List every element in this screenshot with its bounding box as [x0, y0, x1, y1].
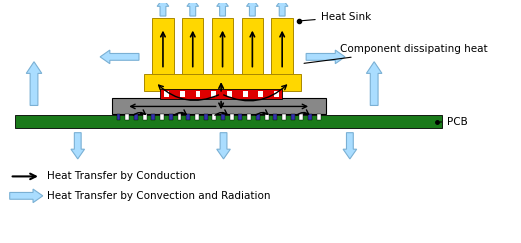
Bar: [212, 18, 233, 74]
Bar: [15, 115, 442, 128]
Text: Heat Sink: Heat Sink: [302, 12, 371, 22]
FancyArrow shape: [217, 133, 230, 159]
Bar: [117, 114, 120, 120]
Bar: [213, 114, 216, 120]
Bar: [242, 18, 263, 74]
Bar: [152, 114, 155, 120]
Bar: [112, 98, 326, 114]
Bar: [144, 74, 301, 91]
Text: Heat Transfer by Convection and Radiation: Heat Transfer by Convection and Radiatio…: [47, 191, 270, 201]
Bar: [204, 114, 207, 120]
Bar: [178, 114, 181, 120]
Bar: [186, 114, 190, 120]
Bar: [265, 114, 268, 120]
Bar: [291, 114, 295, 120]
Bar: [247, 114, 251, 120]
FancyArrow shape: [26, 62, 42, 105]
FancyArrow shape: [246, 0, 258, 16]
Bar: [230, 114, 234, 120]
Bar: [164, 91, 169, 97]
Bar: [274, 114, 277, 120]
Text: Component dissipating heat: Component dissipating heat: [304, 44, 488, 63]
Bar: [271, 18, 293, 74]
Bar: [317, 114, 321, 120]
FancyArrow shape: [276, 0, 288, 16]
Text: PCB: PCB: [440, 117, 468, 127]
Bar: [182, 18, 203, 74]
FancyArrow shape: [100, 50, 139, 64]
Bar: [282, 114, 286, 120]
Bar: [274, 91, 279, 97]
FancyArrow shape: [217, 0, 228, 16]
Bar: [300, 114, 303, 120]
Bar: [169, 114, 173, 120]
FancyArrow shape: [157, 0, 169, 16]
Bar: [221, 114, 225, 120]
Text: Heat Transfer by Conduction: Heat Transfer by Conduction: [47, 171, 195, 182]
Bar: [152, 18, 173, 74]
Bar: [160, 114, 164, 120]
Bar: [227, 91, 232, 97]
Bar: [125, 114, 129, 120]
Bar: [134, 114, 138, 120]
Bar: [160, 89, 282, 99]
FancyArrow shape: [71, 133, 84, 159]
Bar: [239, 114, 242, 120]
Bar: [258, 91, 263, 97]
FancyArrow shape: [187, 0, 199, 16]
FancyArrow shape: [306, 50, 345, 64]
Bar: [243, 91, 247, 97]
FancyArrow shape: [366, 62, 382, 105]
Bar: [180, 91, 185, 97]
Bar: [308, 114, 312, 120]
Bar: [256, 114, 260, 120]
FancyArrow shape: [10, 189, 43, 203]
Bar: [195, 91, 201, 97]
Bar: [195, 114, 199, 120]
Bar: [143, 114, 146, 120]
FancyArrow shape: [343, 133, 357, 159]
Bar: [212, 91, 216, 97]
